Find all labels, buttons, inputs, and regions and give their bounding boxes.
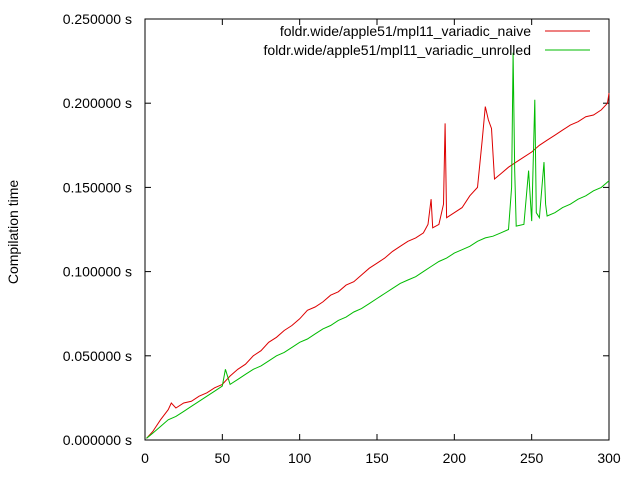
x-tick-label: 50: [215, 450, 231, 466]
x-tick-label: 100: [288, 450, 312, 466]
series-lines: [146, 52, 610, 439]
x-tick-label: 200: [443, 450, 467, 466]
legend: foldr.wide/apple51/mpl11_variadic_naivef…: [264, 23, 590, 58]
x-axis-ticks: 0 50 100 150 200 250 300: [141, 19, 621, 466]
plot-border: [144, 18, 610, 441]
x-tick-label: 150: [365, 450, 389, 466]
y-axis-label: Compilation time: [5, 180, 21, 284]
x-tick-label: 0: [141, 450, 149, 466]
y-tick-label: 0.050000 s: [63, 348, 132, 364]
y-axis-ticks: 0.000000 s 0.050000 s 0.100000 s 0.150000 s…: [63, 11, 609, 448]
y-tick-label: 0.100000 s: [63, 264, 132, 280]
x-tick-label: 300: [597, 450, 621, 466]
y-tick-label: 0.150000 s: [63, 179, 132, 195]
y-tick-label: 0.200000 s: [63, 95, 132, 111]
legend-label-2: foldr.wide/apple51/mpl11_variadic_unroll…: [264, 42, 531, 58]
y-tick-label: 0.000000 s: [63, 432, 132, 448]
series-line-2: [146, 52, 610, 439]
legend-label-1: foldr.wide/apple51/mpl11_variadic_naive: [280, 23, 531, 39]
plot-frame: [144, 18, 610, 441]
x-tick-label: 250: [520, 450, 544, 466]
y-tick-label: 0.250000 s: [63, 11, 132, 27]
series-line-1: [146, 93, 610, 439]
